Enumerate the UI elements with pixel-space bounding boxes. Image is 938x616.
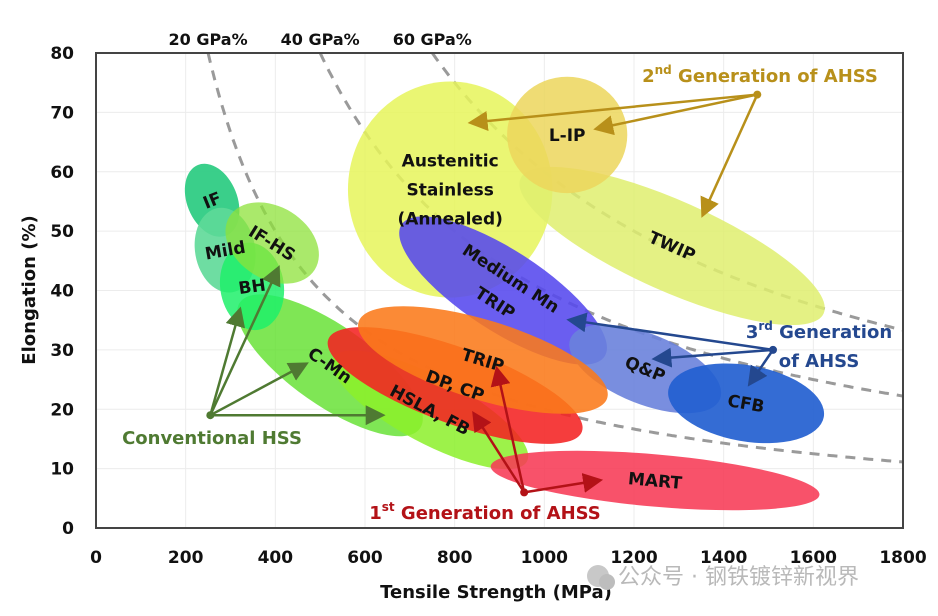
watermark-text: 公众号 · 钢铁镀锌新视界 [618, 565, 859, 590]
region-medium-mn-trip [399, 216, 607, 365]
annotation-prefix: 2 [642, 66, 655, 87]
annotation-prefix: 1 [369, 503, 382, 524]
annotation-arrow [209, 362, 309, 417]
annotation-second-gen-ahss [467, 90, 762, 218]
annotation-superscript: st [382, 500, 395, 514]
region-label-text: MART [627, 469, 683, 494]
annotation-first-gen-ahss [472, 365, 604, 497]
annotation-superscript: nd [655, 63, 672, 77]
iso-curve-label: 20 GPa% [169, 30, 248, 49]
region-trip [358, 306, 608, 414]
annotation-arrow [490, 365, 526, 493]
y-tick-label: 40 [50, 282, 74, 302]
region-label-austenitic-stainless: Austenitic Stainless (Annealed) [397, 152, 502, 230]
annotation-arrow [593, 93, 758, 136]
annotation-superscript: rd [758, 319, 773, 333]
region-label-text: L-IP [549, 126, 586, 146]
region-cfb [668, 363, 825, 444]
y-tick-label: 50 [50, 222, 74, 242]
annotation-prefix: 3 [746, 322, 759, 343]
x-tick-label: 600 [347, 548, 383, 568]
y-tick-label: 0 [62, 519, 74, 539]
annotation-arrow [747, 349, 775, 387]
region-label-text: (Annealed) [397, 210, 502, 230]
annotation-rest: Generation of AHSS [395, 503, 601, 524]
x-tick-label: 1200 [610, 548, 657, 568]
iso-curve-label: 60 GPa% [393, 30, 472, 49]
region-twip [519, 166, 825, 326]
annotation-third-gen-ahss [566, 312, 777, 387]
annotation-label-third-gen-ahss-line2: of AHSS [779, 351, 860, 372]
y-tick-label: 70 [50, 103, 74, 123]
annotation-arrow [467, 93, 758, 131]
x-axis-title: Tensile Strength (MPa) [380, 582, 612, 603]
annotation-arrow [523, 473, 604, 494]
region-label-text: BH [237, 276, 267, 300]
annotation-label-conventional-hss: Conventional HSS [122, 428, 302, 449]
y-axis-title: Elongation (%) [19, 215, 40, 364]
region-label-text: Austenitic [402, 152, 499, 172]
watermark: 公众号 · 钢铁镀锌新视界 [587, 565, 859, 590]
x-tick-label: 1600 [790, 548, 837, 568]
annotation-arrow [209, 306, 246, 416]
y-tick-label: 20 [50, 400, 74, 420]
region-label-text: Stainless [406, 181, 493, 201]
region-ellipses [184, 76, 825, 511]
axes: 0 200 400 600 800 1000 1200 1400 1600 1800 0 10 20 30… [50, 44, 926, 568]
x-tick-label: 800 [437, 548, 473, 568]
x-tick-label: 200 [168, 548, 204, 568]
x-tick-label: 1800 [879, 548, 926, 568]
y-tick-label: 80 [50, 44, 74, 64]
x-tick-label: 1400 [700, 548, 747, 568]
annotation-label-first-gen-ahss: 1st Generation of AHSS [369, 500, 601, 524]
y-tick-label: 60 [50, 163, 74, 183]
region-mart [490, 450, 820, 511]
annotation-arrow [209, 265, 281, 416]
annotation-arrow [700, 94, 759, 218]
annotation-label-third-gen-ahss: 3rd Generation [746, 319, 892, 343]
x-tick-label: 0 [90, 548, 102, 568]
annotation-label-second-gen-ahss: 2nd Generation of AHSS [642, 63, 878, 87]
region-if-hs [225, 202, 319, 284]
annotation-arrow [651, 347, 774, 368]
y-tick-label: 10 [50, 460, 74, 480]
annotation-arrow [566, 312, 774, 352]
annotation-arrows [206, 90, 777, 497]
region-l-ip [507, 76, 628, 194]
plot-frame [95, 52, 904, 529]
annotation-conventional-hss [206, 265, 386, 426]
annotation-rest: Generation [773, 322, 892, 343]
region-label-l-ip: L-IP [549, 126, 586, 146]
iso-curve-label: 40 GPa% [281, 30, 360, 49]
annotation-arrow [472, 410, 526, 494]
iso-curve-1 [206, 52, 904, 464]
x-tick-label: 400 [258, 548, 294, 568]
region-label-bh: BH [237, 276, 267, 300]
region-label-mart: MART [627, 469, 683, 494]
y-tick-label: 30 [50, 341, 74, 361]
x-tick-label: 1000 [521, 548, 568, 568]
annotation-rest: Generation of AHSS [672, 66, 878, 87]
